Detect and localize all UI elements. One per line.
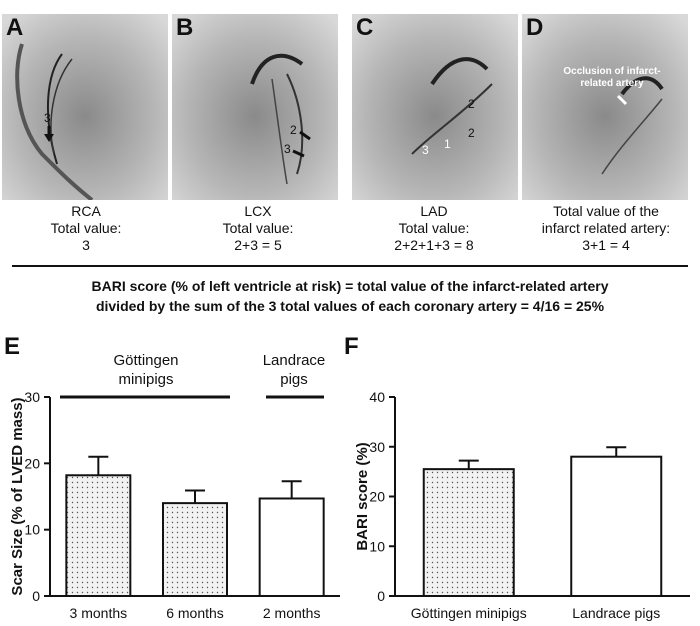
panel-letter-a: A: [6, 14, 24, 41]
caption-line: LAD: [420, 203, 448, 219]
bari-formula-line-2: divided by the sum of the 3 total values…: [95, 298, 605, 314]
angiogram-panel-a: 3: [2, 14, 168, 200]
group-label: Landrace: [263, 352, 326, 369]
caption-line: 3: [82, 237, 90, 253]
y-tick-label: 20: [369, 489, 385, 505]
y-tick-label: 40: [369, 389, 385, 405]
arrow-label: Occlusion of infarct-: [563, 66, 660, 77]
caption-line: LCX: [244, 203, 272, 219]
caption-line: RCA: [71, 203, 101, 219]
arrow-label: 2: [468, 126, 475, 140]
caption-line: Total value:: [50, 220, 122, 236]
caption-d: Total value of the infarct related arter…: [520, 203, 692, 254]
x-tick-label: 3 months: [70, 605, 128, 621]
caption-line: 2+3 = 5: [234, 237, 282, 253]
angiogram-image: 2 2 1 3: [352, 14, 518, 200]
panel-letter-e: E: [4, 333, 21, 360]
caption-b: LCX Total value: 2+3 = 5: [172, 203, 344, 254]
angiogram-image: 2 3: [172, 14, 338, 200]
panel-letter-b: B: [176, 14, 194, 41]
arrow-label: 3: [422, 143, 429, 157]
angiogram-panel-b: 2 3: [172, 14, 338, 200]
y-tick-label: 10: [369, 538, 385, 554]
y-tick-label: 0: [32, 588, 40, 604]
y-tick-label: 30: [369, 439, 385, 455]
panel-letter-f: F: [344, 333, 359, 360]
y-tick-label: 0: [377, 588, 385, 604]
caption-line: 2+2+1+3 = 8: [394, 237, 474, 253]
chart-f: 0 10 20 30 40 BARI score (%) Göttingen minipig…: [354, 389, 690, 621]
caption-line: infarct related artery:: [541, 220, 671, 236]
angiogram-panel-d: Occlusion of infarct- related artery: [522, 14, 688, 200]
x-tick-label: Göttingen minipigs: [411, 605, 527, 621]
divider-line: [12, 265, 688, 267]
caption-line: Total value:: [398, 220, 470, 236]
angiogram-panel-c: 2 2 1 3: [352, 14, 518, 200]
arrow-label: 2: [468, 97, 475, 111]
x-tick-label: 6 months: [166, 605, 224, 621]
panel-letter-d: D: [526, 14, 544, 41]
caption-line: Total value:: [222, 220, 294, 236]
arrow-label: 2: [290, 123, 297, 137]
y-tick-label: 30: [24, 389, 40, 405]
caption-line: Total value of the: [553, 203, 659, 219]
arrow-label: 3: [44, 111, 51, 125]
bari-formula-line-1: BARI score (% of left ventricle at risk)…: [91, 278, 609, 294]
bar: [422, 468, 515, 597]
y-axis-label: BARI score (%): [354, 442, 371, 550]
group-label: Göttingen: [113, 352, 178, 369]
arrow-label: related artery: [580, 78, 644, 89]
y-tick-label: 10: [24, 522, 40, 538]
x-tick-label: 2 months: [263, 605, 321, 621]
arrow-label: 1: [444, 137, 451, 151]
bar: [65, 474, 132, 597]
panel-letter-c: C: [356, 14, 374, 41]
caption-c: LAD Total value: 2+2+1+3 = 8: [348, 203, 520, 254]
angiogram-image: Occlusion of infarct- related artery: [522, 14, 688, 200]
bar: [162, 502, 228, 597]
x-tick-label: Landrace pigs: [572, 605, 660, 621]
y-tick-label: 20: [24, 455, 40, 471]
caption-a: RCA Total value: 3: [0, 203, 172, 254]
y-axis-label: Scar Size (% of LVED mass): [9, 397, 26, 595]
angiogram-image: 3: [2, 14, 168, 200]
group-label: pigs: [280, 371, 308, 388]
group-label: minipigs: [118, 371, 173, 388]
arrow-label: 3: [284, 142, 291, 156]
bar: [258, 497, 325, 598]
caption-line: 3+1 = 4: [582, 237, 630, 253]
bar: [570, 455, 663, 597]
